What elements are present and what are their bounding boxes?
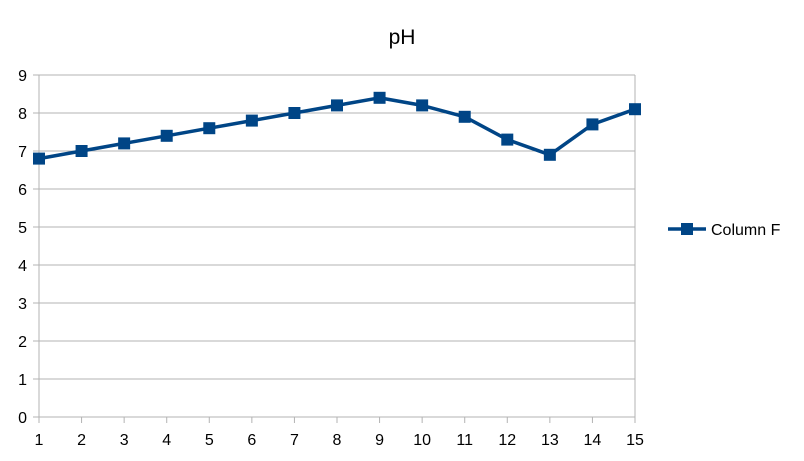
- chart-title: pH: [389, 26, 416, 49]
- data-point-marker: [586, 118, 599, 131]
- data-point-marker: [203, 122, 216, 135]
- x-tick-label: 15: [626, 432, 644, 449]
- series-column-f: [33, 91, 641, 165]
- data-point-marker: [501, 133, 514, 146]
- data-point-marker: [118, 137, 131, 150]
- y-tick-label: 3: [18, 296, 27, 313]
- data-point-marker: [458, 110, 471, 123]
- data-point-marker: [331, 99, 343, 112]
- x-tick-label: 5: [205, 432, 214, 449]
- y-tick-label: 5: [18, 220, 27, 237]
- y-tick-label: 6: [18, 182, 27, 199]
- y-axis-tick-labels: 0 1 2 3 4 5 6 7 8 9: [18, 68, 27, 427]
- legend: Column F: [668, 222, 781, 239]
- y-tick-label: 0: [18, 410, 27, 427]
- data-point-marker: [629, 103, 641, 116]
- gridlines: [39, 74, 635, 418]
- legend-label: Column F: [711, 222, 781, 239]
- data-point-marker: [245, 114, 258, 127]
- y-tick-label: 9: [18, 68, 27, 85]
- x-tick-label: 14: [584, 432, 602, 449]
- x-tick-label: 9: [375, 432, 384, 449]
- y-tick-label: 1: [18, 372, 27, 389]
- x-tick-label: 7: [290, 432, 299, 449]
- x-tick-label: 13: [541, 432, 559, 449]
- x-tick-label: 6: [247, 432, 256, 449]
- x-axis-tick-labels: 1 2 3 4 5 6 7 8 9 10 11 12 13 14 15: [35, 432, 644, 449]
- y-tick-label: 2: [18, 334, 27, 351]
- y-tick-label: 8: [18, 106, 27, 123]
- y-tick-label: 4: [18, 258, 27, 275]
- legend-marker-swatch: [681, 223, 693, 235]
- x-tick-label: 8: [333, 432, 342, 449]
- data-point-marker: [160, 129, 173, 142]
- x-tick-label: 3: [120, 432, 129, 449]
- y-tick-label: 7: [18, 144, 27, 161]
- x-tick-label: 12: [498, 432, 516, 449]
- x-tick-label: 4: [162, 432, 171, 449]
- x-tick-label: 2: [77, 432, 86, 449]
- data-point-marker: [373, 91, 386, 104]
- x-tick-label: 10: [413, 432, 431, 449]
- data-point-marker: [288, 107, 301, 119]
- axes: [33, 74, 636, 423]
- x-tick-label: 1: [35, 432, 44, 449]
- data-point-marker: [416, 99, 429, 112]
- data-point-marker: [543, 148, 556, 161]
- data-point-marker: [75, 145, 88, 157]
- x-tick-label: 11: [456, 432, 473, 449]
- data-point-marker: [33, 152, 45, 165]
